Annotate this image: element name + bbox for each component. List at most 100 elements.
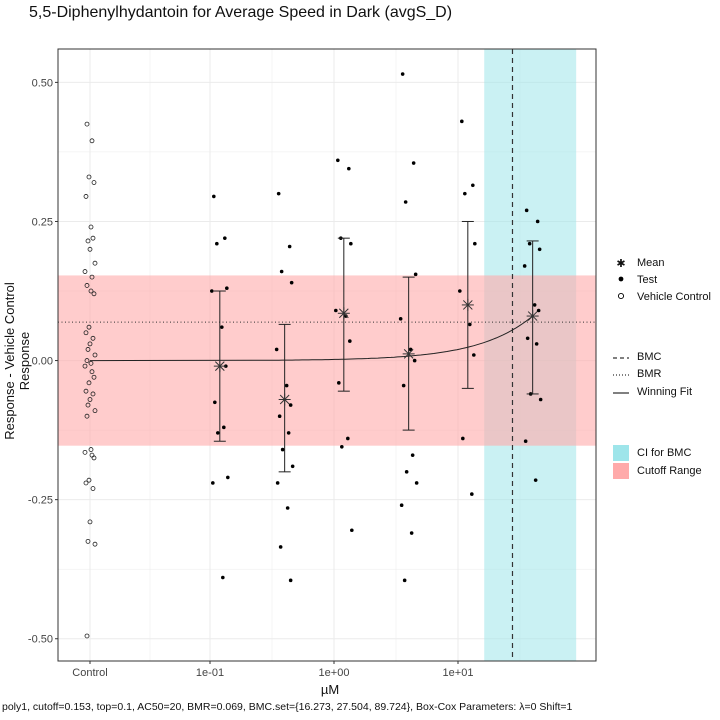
test-point xyxy=(404,470,409,474)
legend-label: CI for BMC xyxy=(637,447,692,459)
test-point xyxy=(225,286,229,291)
test-point xyxy=(411,161,416,165)
test-point xyxy=(287,244,292,249)
test-point xyxy=(412,358,417,363)
vehicle-control-point xyxy=(82,269,88,274)
test-point xyxy=(336,158,340,163)
vehicle-control-point xyxy=(84,121,90,127)
test-point xyxy=(527,241,532,246)
test-point xyxy=(403,200,408,204)
vehicle-control-point xyxy=(89,369,95,375)
vehicle-control-point xyxy=(91,374,97,380)
vehicle-control-point xyxy=(90,235,96,241)
mean-star-stroke xyxy=(279,394,290,405)
test-point xyxy=(210,289,214,293)
legend-item-test: Test xyxy=(613,272,657,288)
test-point xyxy=(340,445,344,449)
vehicle-control-point xyxy=(88,360,94,366)
vehicle-control-point xyxy=(92,352,98,358)
x-tick-label: 1e-01 xyxy=(196,667,224,679)
y-tick-label: -0.25 xyxy=(28,495,53,507)
test-point xyxy=(337,381,341,385)
x-tick-label: 1e+01 xyxy=(443,667,474,679)
vehicle-control-point xyxy=(87,519,93,525)
vehicle-control-point xyxy=(87,246,93,252)
test-point xyxy=(290,464,295,469)
chart-caption: poly1, cutoff=0.153, top=0.1, AC50=20, B… xyxy=(2,701,573,713)
test-point xyxy=(523,439,528,444)
test-point xyxy=(285,506,290,510)
test-point xyxy=(400,72,405,76)
vehicle-control-point xyxy=(83,330,89,336)
test-point xyxy=(288,403,293,407)
ci-swatch-icon xyxy=(613,445,629,461)
legend-item-bmr: BMR xyxy=(613,366,661,382)
test-point xyxy=(211,481,215,485)
mean-marker xyxy=(402,276,415,431)
mean-star-stroke xyxy=(462,300,473,310)
y-tick-label: 0.00 xyxy=(32,356,53,368)
vehicle-control-point xyxy=(87,341,93,347)
legend-label: BMC xyxy=(637,351,662,363)
mean-marker xyxy=(526,240,539,395)
test-point xyxy=(274,347,279,352)
test-point xyxy=(347,166,351,171)
test-point xyxy=(398,317,403,321)
vehicle-control-point xyxy=(90,335,96,341)
test-point xyxy=(402,578,407,583)
test-point xyxy=(278,545,283,549)
vehicle-control-point xyxy=(86,477,92,483)
vehicle-control-point xyxy=(88,224,94,230)
test-point xyxy=(535,219,540,224)
winning-fit-curve xyxy=(89,315,534,362)
vehicle-control-point xyxy=(90,391,96,397)
test-point xyxy=(286,431,291,435)
test-point xyxy=(280,447,285,452)
vehicle-control-point xyxy=(88,288,94,294)
vehicle-control-point xyxy=(84,283,90,288)
vehicle-control-point xyxy=(82,449,88,455)
test-point xyxy=(536,308,541,313)
mean-marker xyxy=(278,323,291,473)
vehicle-control-point xyxy=(84,633,90,639)
test-point xyxy=(276,191,281,196)
test-point xyxy=(522,264,527,268)
test-point xyxy=(473,241,477,246)
legend-item-mean: ✱ Mean xyxy=(613,255,664,271)
legend-item-cutoff-range: Cutoff Range xyxy=(613,463,702,479)
cutoff-swatch-icon xyxy=(613,463,629,479)
vehicle-control-point xyxy=(83,480,89,486)
test-point xyxy=(537,247,542,252)
vehicle-control-point xyxy=(85,347,91,352)
vehicle-control-point xyxy=(92,260,98,266)
legend-item-winning-fit: Winning Fit xyxy=(613,384,692,400)
mean-star-stroke xyxy=(338,308,349,319)
test-point xyxy=(346,436,350,441)
asterisk-icon: ✱ xyxy=(616,257,626,270)
test-point xyxy=(350,528,354,533)
vehicle-control-point xyxy=(87,397,93,402)
test-point xyxy=(289,280,294,285)
y-tick-label: 0.50 xyxy=(32,77,53,89)
mean-marker xyxy=(213,290,226,442)
mean-star-stroke xyxy=(214,361,225,371)
mean-star-stroke xyxy=(403,349,414,359)
test-point xyxy=(468,322,472,327)
legend-label: Vehicle Control xyxy=(637,291,711,303)
mean-star-stroke xyxy=(527,311,538,321)
filled-dot-icon xyxy=(613,274,629,286)
legend-label: BMR xyxy=(637,368,662,380)
test-point xyxy=(288,578,293,583)
test-point xyxy=(222,425,226,430)
test-point xyxy=(279,269,284,274)
test-point xyxy=(277,414,282,419)
test-point xyxy=(226,475,230,480)
test-point xyxy=(470,492,474,496)
vehicle-control-point xyxy=(82,363,88,369)
vehicle-control-point xyxy=(86,380,92,386)
test-point xyxy=(220,325,224,329)
mean-marker xyxy=(461,220,474,389)
test-point xyxy=(472,353,476,357)
test-point xyxy=(216,431,220,435)
